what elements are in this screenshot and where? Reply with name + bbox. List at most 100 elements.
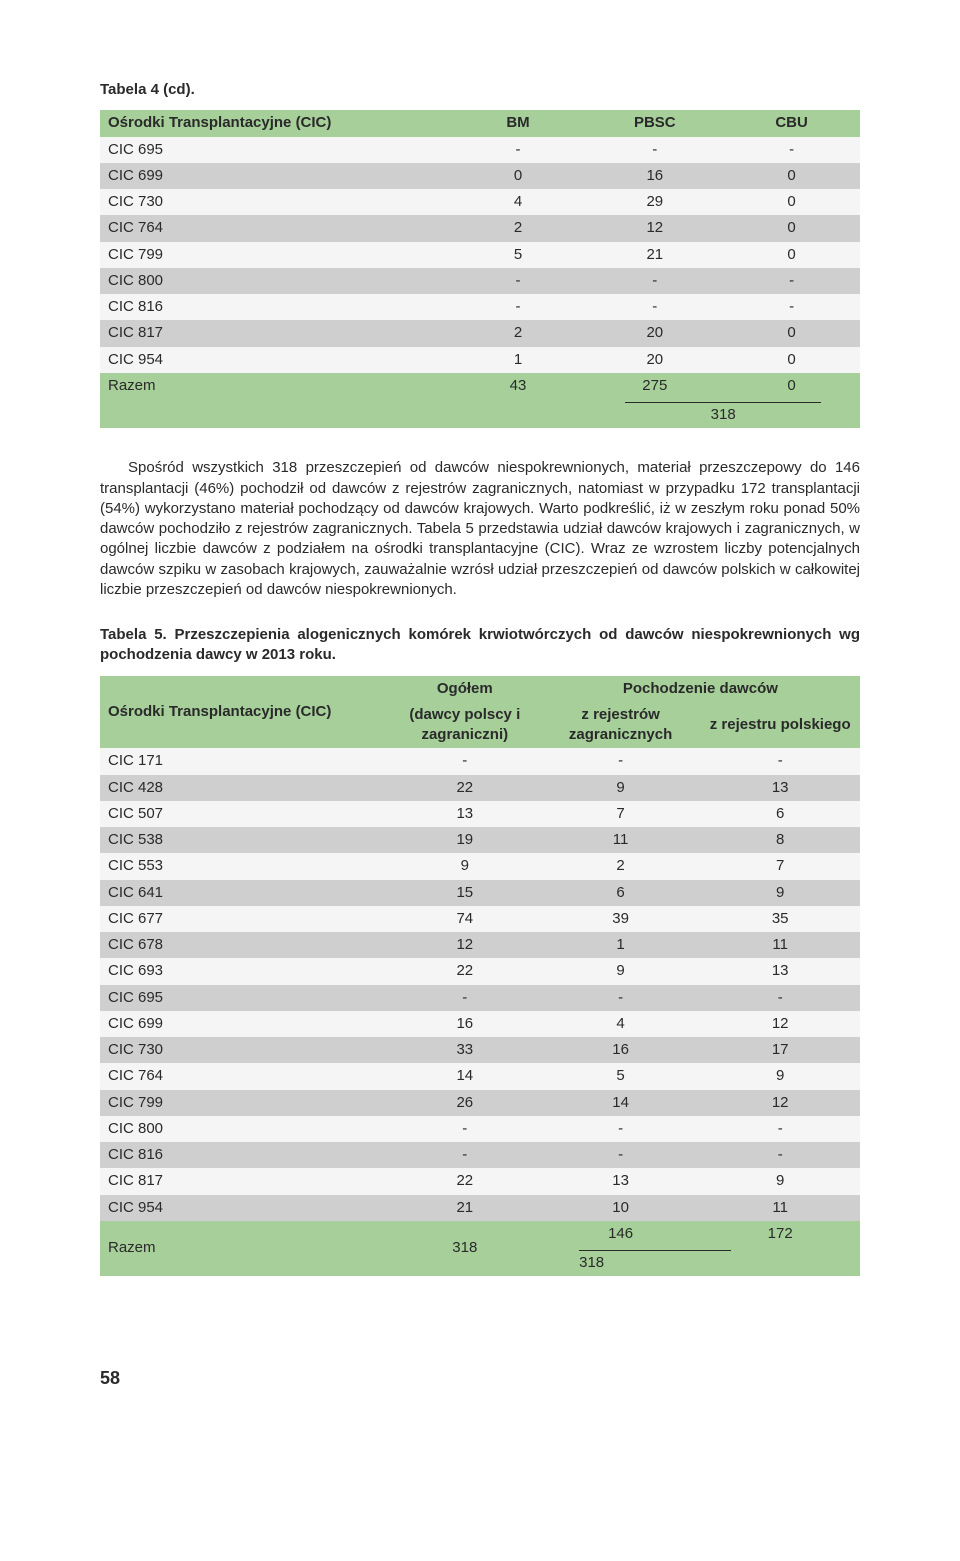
table-cell: 7 xyxy=(541,801,701,827)
table-row: CIC 42822913 xyxy=(100,775,860,801)
table-row: CIC 171--- xyxy=(100,748,860,774)
table-cell: CIC 799 xyxy=(100,242,450,268)
table-cell: CIC 507 xyxy=(100,801,389,827)
table-cell: 1 xyxy=(450,347,587,373)
table-cell: 16 xyxy=(541,1037,701,1063)
table-cell: 14 xyxy=(541,1090,701,1116)
table-cell: CIC 954 xyxy=(100,347,450,373)
table-cell: 13 xyxy=(541,1168,701,1194)
table-cell: 2 xyxy=(541,853,701,879)
table-cell: 5 xyxy=(450,242,587,268)
table-cell: 6 xyxy=(700,801,860,827)
table-row: CIC 816--- xyxy=(100,294,860,320)
table-cell: 7 xyxy=(700,853,860,879)
table4-caption: Tabela 4 (cd). xyxy=(100,80,860,100)
table-row: CIC 69322913 xyxy=(100,958,860,984)
table-cell: CIC 730 xyxy=(100,189,450,215)
table-cell: CIC 764 xyxy=(100,1063,389,1089)
table-cell: 20 xyxy=(586,320,723,346)
table-cell: 14 xyxy=(389,1063,541,1089)
table-cell: 9 xyxy=(700,880,860,906)
table-cell: - xyxy=(700,748,860,774)
table-cell: 12 xyxy=(700,1011,860,1037)
table-cell: 29 xyxy=(586,189,723,215)
table-cell: CIC 800 xyxy=(100,1116,389,1142)
table-row: CIC 799261412 xyxy=(100,1090,860,1116)
table-cell: 21 xyxy=(586,242,723,268)
table5-col-total-sub: (dawcy polscy i zagraniczni) xyxy=(389,702,541,749)
table-cell: CIC 764 xyxy=(100,215,450,241)
table-cell: 0 xyxy=(723,320,860,346)
table-cell: CIC 817 xyxy=(100,320,450,346)
table-cell: CIC 553 xyxy=(100,853,389,879)
table-row: CIC 7641459 xyxy=(100,1063,860,1089)
table5-col-origin: Pochodzenie dawców xyxy=(541,676,860,702)
table-cell: - xyxy=(450,294,587,320)
table-cell: 5 xyxy=(541,1063,701,1089)
table-cell: - xyxy=(700,1142,860,1168)
table5-total-sub: 318 xyxy=(541,1247,860,1276)
table-cell: CIC 954 xyxy=(100,1195,389,1221)
table4-total-label: Razem xyxy=(100,373,450,399)
table-cell: CIC 799 xyxy=(100,1090,389,1116)
table-cell: - xyxy=(723,294,860,320)
table-cell: 0 xyxy=(723,163,860,189)
table-cell: CIC 677 xyxy=(100,906,389,932)
table-cell: 1 xyxy=(541,932,701,958)
table-cell: - xyxy=(723,268,860,294)
table-cell: CIC 538 xyxy=(100,827,389,853)
table-cell: 20 xyxy=(586,347,723,373)
table-cell: 15 xyxy=(389,880,541,906)
table-cell: - xyxy=(586,294,723,320)
table-row: CIC 7642120 xyxy=(100,215,860,241)
table-cell: 26 xyxy=(389,1090,541,1116)
table5-col-polish: z rejestru polskiego xyxy=(700,702,860,749)
table-row: CIC 53819118 xyxy=(100,827,860,853)
table4: Ośrodki Transplantacyjne (CIC) BM PBSC C… xyxy=(100,110,860,428)
table5-total-row1: Razem 318 146 172 xyxy=(100,1221,860,1247)
table-cell: CIC 693 xyxy=(100,958,389,984)
table-cell: - xyxy=(541,1142,701,1168)
table-cell: CIC 816 xyxy=(100,294,450,320)
table5-total-p: 172 xyxy=(700,1221,860,1247)
table-row: CIC 800--- xyxy=(100,268,860,294)
table-row: CIC 7995210 xyxy=(100,242,860,268)
table-cell: CIC 695 xyxy=(100,137,450,163)
table-cell: CIC 817 xyxy=(100,1168,389,1194)
table-cell: CIC 695 xyxy=(100,985,389,1011)
table-cell: 4 xyxy=(541,1011,701,1037)
table-cell: 0 xyxy=(723,215,860,241)
table-cell: 9 xyxy=(541,958,701,984)
table5-total-t: 318 xyxy=(389,1221,541,1277)
table-cell: 22 xyxy=(389,775,541,801)
table-cell: - xyxy=(700,1116,860,1142)
table-cell: - xyxy=(389,985,541,1011)
table4-subtotal-row: 318 xyxy=(100,399,860,428)
table-cell: - xyxy=(586,268,723,294)
table-cell: 35 xyxy=(700,906,860,932)
table4-header-row: Ośrodki Transplantacyjne (CIC) BM PBSC C… xyxy=(100,110,860,136)
table-row: CIC 954211011 xyxy=(100,1195,860,1221)
table5-header-row1: Ośrodki Transplantacyjne (CIC) Ogółem Po… xyxy=(100,676,860,702)
table-cell: 6 xyxy=(541,880,701,906)
table-row: CIC 6990160 xyxy=(100,163,860,189)
table-row: CIC 81722139 xyxy=(100,1168,860,1194)
table-row: CIC 5071376 xyxy=(100,801,860,827)
table4-col-cbu: CBU xyxy=(723,110,860,136)
table-row: CIC 9541200 xyxy=(100,347,860,373)
table-cell: CIC 641 xyxy=(100,880,389,906)
table-cell: CIC 800 xyxy=(100,268,450,294)
table-cell: - xyxy=(541,748,701,774)
table-cell: 21 xyxy=(389,1195,541,1221)
table-cell: - xyxy=(389,748,541,774)
table-cell: 11 xyxy=(700,932,860,958)
table-cell: 39 xyxy=(541,906,701,932)
table-cell: 33 xyxy=(389,1037,541,1063)
table-cell: 17 xyxy=(700,1037,860,1063)
table5-col-total-top: Ogółem xyxy=(389,676,541,702)
table-cell: 8 xyxy=(700,827,860,853)
table-row: CIC 8172200 xyxy=(100,320,860,346)
table-cell: CIC 816 xyxy=(100,1142,389,1168)
table-cell: 16 xyxy=(389,1011,541,1037)
table-cell: - xyxy=(541,1116,701,1142)
